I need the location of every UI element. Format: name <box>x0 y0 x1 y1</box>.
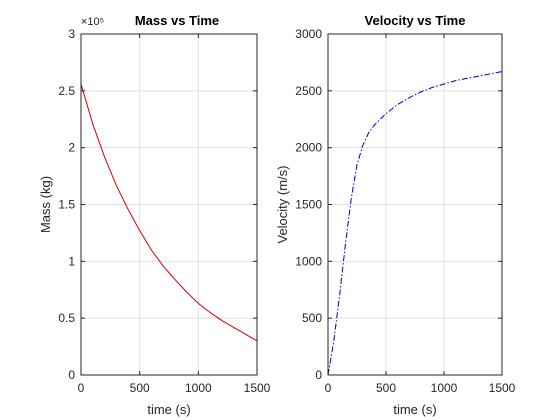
mass-y-tick-label: 1 <box>68 254 75 268</box>
mass-chart-title: Mass vs Time <box>135 13 219 28</box>
mass-vs-time-plot: 0 500 1000 1500 0 0.5 1 1.5 2 2.5 3 Mass vs Time tim… <box>38 13 271 417</box>
velocity-x-tick-label: 1500 <box>489 381 516 395</box>
mass-y-tick-label: 2.5 <box>58 84 75 98</box>
mass-y-tick-label: 0.5 <box>58 311 75 325</box>
velocity-x-tick-label: 1000 <box>431 381 458 395</box>
velocity-y-tick-label: 3000 <box>295 27 322 41</box>
velocity-x-axis-label: time (s) <box>393 402 436 417</box>
mass-y-tick-label: 3 <box>68 27 75 41</box>
mass-y-exponent-label: ×10⁵ <box>81 16 104 28</box>
mass-x-tick-label: 1500 <box>244 381 271 395</box>
mass-x-tick-label: 0 <box>78 381 85 395</box>
velocity-y-tick-label: 2000 <box>295 141 322 155</box>
mass-x-tick-label: 1000 <box>185 381 212 395</box>
velocity-x-tick-label: 0 <box>325 381 332 395</box>
mass-y-axis-label: Mass (kg) <box>38 176 53 233</box>
mass-x-tick-label: 500 <box>130 381 150 395</box>
velocity-y-tick-label: 0 <box>315 368 322 382</box>
velocity-x-tick-label: 500 <box>376 381 396 395</box>
velocity-series-line <box>327 71 503 376</box>
velocity-vs-time-plot: 0 500 1000 1500 0 500 1000 1500 2000 2500 3000 Velo… <box>275 13 516 417</box>
mass-y-tick-label: 1.5 <box>58 198 75 212</box>
velocity-y-tick-label: 1500 <box>295 198 322 212</box>
velocity-y-tick-label: 2500 <box>295 84 322 98</box>
velocity-y-axis-label: Velocity (m/s) <box>275 165 290 243</box>
mass-y-tick-label: 2 <box>68 141 75 155</box>
velocity-y-tick-label: 1000 <box>295 254 322 268</box>
mass-series-line <box>80 83 258 342</box>
mass-y-tick-label: 0 <box>68 368 75 382</box>
mass-x-axis-label: time (s) <box>147 402 190 417</box>
velocity-y-tick-label: 500 <box>302 311 322 325</box>
velocity-chart-title: Velocity vs Time <box>365 13 466 28</box>
